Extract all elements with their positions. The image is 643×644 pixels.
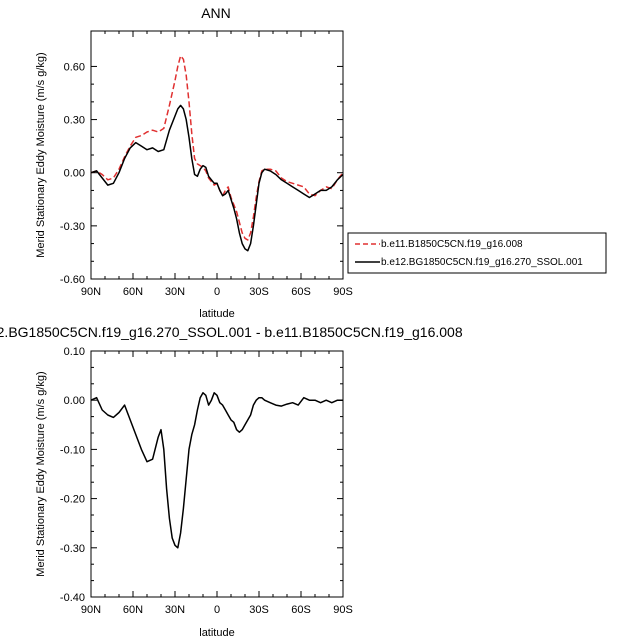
bottom-plot-frame — [90, 350, 344, 598]
x-tick-label: 30S — [249, 286, 269, 298]
bottom-x-axis-label: latitude — [199, 627, 234, 639]
y-tick-label: -0.60 — [60, 274, 85, 286]
y-tick-label: 0.00 — [64, 168, 85, 180]
top-chart-title: ANN — [201, 5, 231, 21]
series-line-1 — [90, 392, 343, 549]
x-tick-label: 0 — [214, 286, 220, 298]
bottom-chart-title: b.e12.BG1850C5CN.f19_g16.270_SSOL.001 - … — [0, 324, 463, 340]
top-series-lines — [90, 55, 344, 252]
y-tick-label: -0.40 — [60, 592, 85, 604]
x-tick-label: 60N — [123, 286, 143, 298]
top-y-axis-label: Merid Stationary Eddy Moisture (m/s g/kg… — [35, 52, 47, 257]
series-line-2 — [90, 104, 344, 252]
y-tick-label: 0.30 — [64, 115, 85, 127]
bottom-y-axis-label: Merid Stationary Eddy Moisture (m/s g/kg… — [35, 371, 47, 576]
legend-box — [347, 232, 607, 274]
y-tick-label: 0.60 — [64, 61, 85, 73]
x-tick-label: 30N — [165, 286, 185, 298]
top-panel: ANN 90N 60N 30N 0 30S 60S 90S -0.60 -0.30 0.00 0.3… — [35, 5, 607, 320]
legend-label-series-2: b.e12.BG1850C5CN.f19_g16.270_SSOL.001 — [381, 257, 583, 268]
x-tick-label: 0 — [214, 604, 220, 616]
top-plot-frame — [90, 30, 344, 280]
top-axes-ticks: 90N 60N 30N 0 30S 60S 90S -0.60 -0.30 0.00 0.30 0.6… — [60, 31, 353, 298]
bottom-axes-ticks: 90N 60N 30N 0 30S 60S 90S -0.40 -0.30 -0.20 -0.10 0… — [60, 346, 353, 616]
bottom-series-lines — [90, 392, 343, 549]
y-tick-label: -0.10 — [60, 444, 85, 456]
x-tick-label: 90N — [81, 286, 101, 298]
y-tick-label: 0.10 — [64, 346, 85, 358]
x-tick-label: 90S — [333, 286, 353, 298]
x-tick-label: 60S — [291, 286, 311, 298]
x-tick-label: 90N — [81, 604, 101, 616]
x-tick-label: 90S — [333, 604, 353, 616]
legend: b.e11.B1850C5CN.f19_g16.008 b.e12.BG1850… — [347, 232, 607, 274]
x-tick-label: 30S — [249, 604, 269, 616]
y-tick-label: 0.00 — [64, 395, 85, 407]
series-line-1 — [90, 55, 344, 241]
x-tick-label: 60N — [123, 604, 143, 616]
bottom-panel: b.e12.BG1850C5CN.f19_g16.270_SSOL.001 - … — [0, 324, 463, 639]
x-tick-label: 60S — [291, 604, 311, 616]
y-tick-label: -0.30 — [60, 221, 85, 233]
y-tick-label: -0.30 — [60, 543, 85, 555]
y-tick-label: -0.20 — [60, 494, 85, 506]
x-tick-label: 30N — [165, 604, 185, 616]
legend-label-series-1: b.e11.B1850C5CN.f19_g16.008 — [381, 239, 523, 250]
top-x-axis-label: latitude — [199, 308, 234, 320]
